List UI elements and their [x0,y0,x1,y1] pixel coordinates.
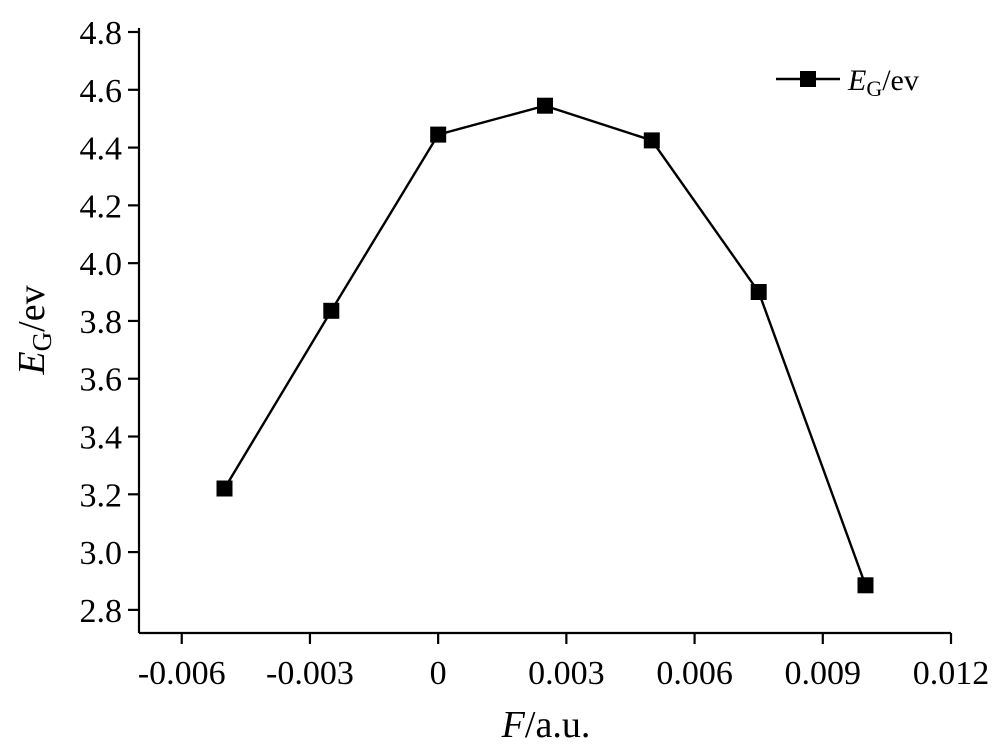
y-tick-label: 3.8 [80,304,123,341]
y-tick-label: 4.8 [80,15,123,52]
x-tick-label: 0.012 [913,655,990,692]
y-tick-label: 4.0 [80,246,123,283]
x-tick-label: 0.003 [528,655,605,692]
series-line [223,104,867,586]
data-point-marker [643,132,660,149]
y-axis-ticks: 2.8 3.0 3.2 3.4 3.6 3.8 4.0 4.2 4.4 4.6 4.8 [80,15,139,630]
data-point-marker [537,97,553,114]
y-tick-label: 4.4 [80,131,123,168]
y-tick-label: 4.2 [80,188,123,225]
x-tick-label: 0.006 [656,655,733,692]
x-axis-label: F/a.u. [501,704,591,746]
y-tick-label: 3.6 [80,362,123,399]
x-tick-label: -0.006 [138,655,226,692]
y-axis-label: EG/ev [11,285,57,375]
y-tick-label: 3.4 [80,420,123,457]
legend: EG/ev [776,64,919,101]
y-tick-label: 3.0 [80,535,123,572]
axes [137,28,951,635]
data-point-marker [750,284,767,300]
data-point-marker [857,577,874,594]
series-group [216,97,874,594]
y-tick-label: 4.6 [80,73,123,110]
x-tick-label: 0 [430,655,447,692]
legend-marker [800,71,816,87]
legend-label: EG/ev [847,64,919,101]
data-point-marker [430,126,447,143]
data-point-marker [323,302,340,319]
y-tick-label: 3.2 [80,477,123,514]
data-point-marker [216,480,233,497]
x-axis-ticks: -0.006 -0.003 0 0.003 0.006 0.009 0.012 [138,633,989,692]
x-tick-label: 0.009 [785,655,862,692]
y-tick-label: 2.8 [80,593,123,630]
x-tick-label: -0.003 [266,655,354,692]
